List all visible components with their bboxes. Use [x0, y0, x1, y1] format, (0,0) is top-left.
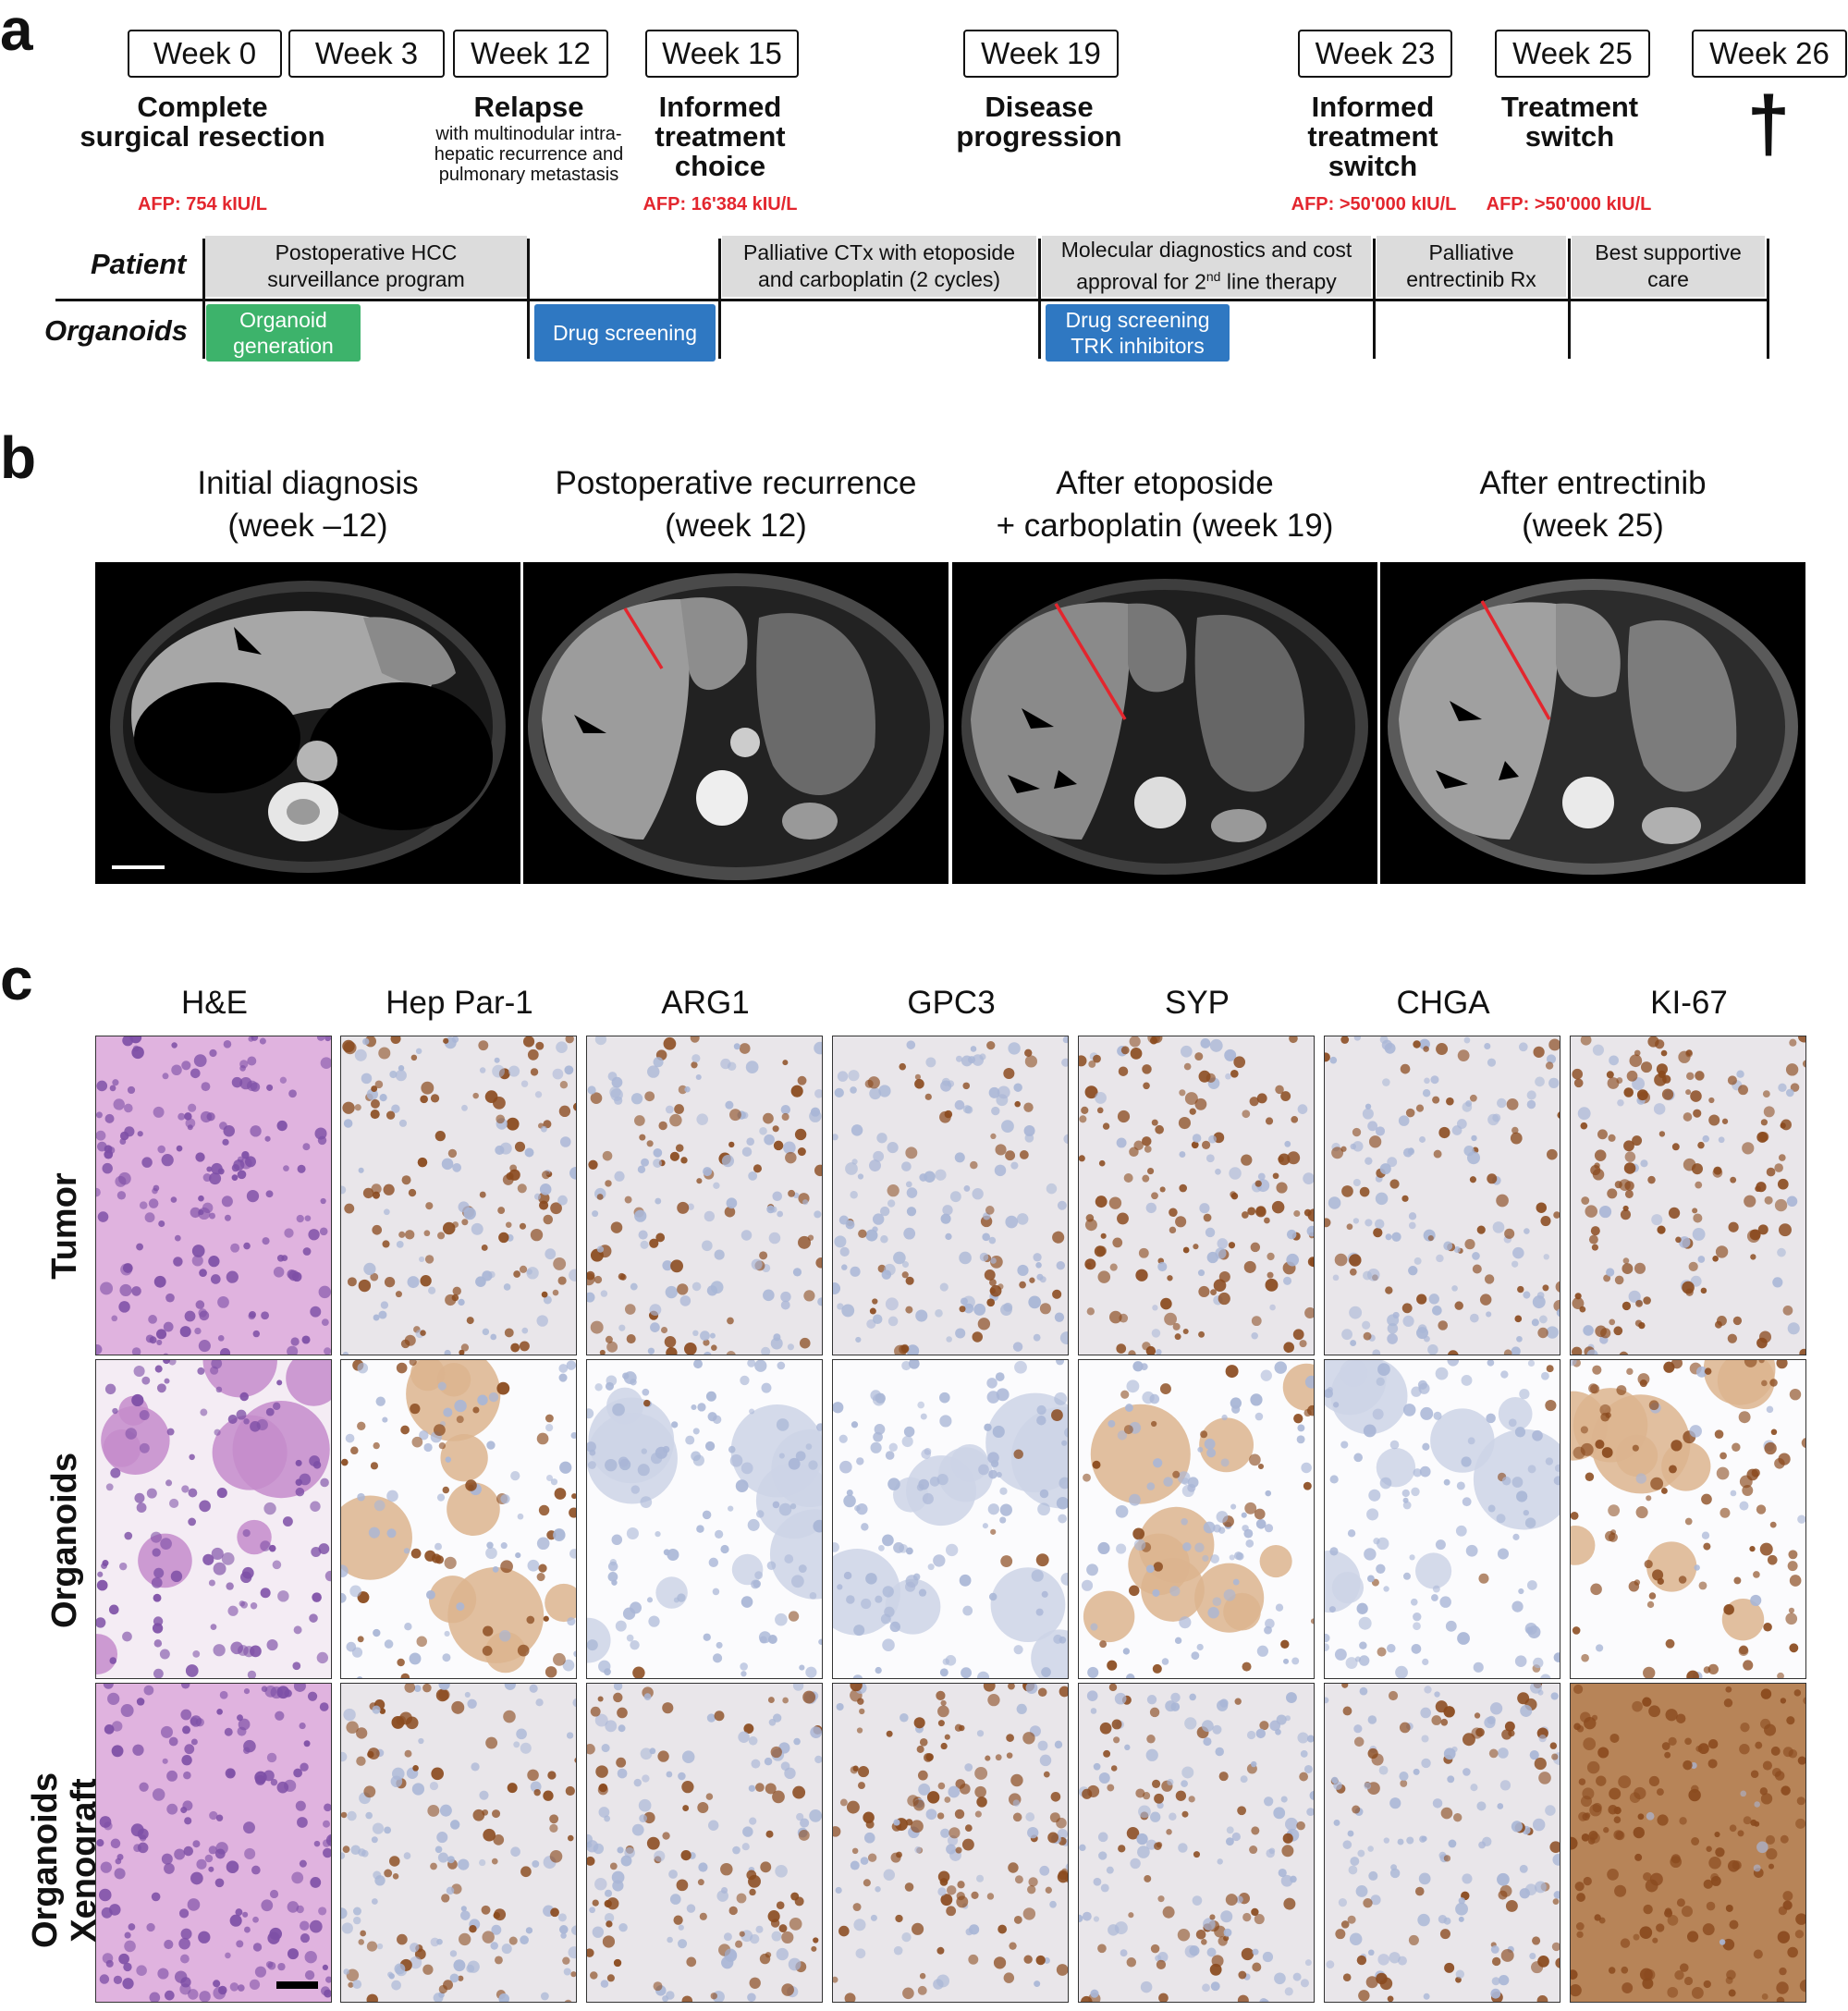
event-relapse-detail: with multinodular intra-hepatic recurren… — [434, 124, 624, 185]
stain-title-gpc3: GPC3 — [907, 985, 996, 1021]
event-resection: Complete surgical resection — [80, 91, 325, 153]
stain-title-arg1: ARG1 — [661, 985, 750, 1021]
organoid-box-generation: Organoid generation — [206, 304, 361, 362]
tile-xenograft-arg1 — [586, 1683, 823, 2003]
lesion-arrowhead-icon — [1054, 770, 1077, 789]
tile-xenograft-gpc3 — [832, 1683, 1069, 2003]
lesion-arrowhead-icon — [1436, 770, 1468, 789]
week-0-box: Week 0 — [128, 30, 282, 78]
tile-organoids-he — [95, 1359, 332, 1679]
week-3-box: Week 3 — [288, 30, 445, 78]
organoid-box-drug-screening: Drug screening — [534, 304, 716, 362]
lesion-arrowhead-icon — [1499, 761, 1519, 780]
patient-box-supportive-care: Best supportive care — [1572, 236, 1765, 297]
ct-scan-recurrence — [523, 562, 948, 884]
tile-xenograft-ki-67 — [1570, 1683, 1806, 2003]
timeline-axis — [55, 299, 1768, 301]
event-informed-switch: Informed treatment switch — [1307, 91, 1438, 182]
stain-title-he: H&E — [181, 985, 248, 1021]
tile-organoids-syp — [1078, 1359, 1315, 1679]
ct-scan-etoposide — [952, 562, 1377, 884]
afp-week25: AFP: >50'000 kIU/L — [1486, 194, 1652, 215]
week-26-box: Week 26 — [1692, 30, 1847, 78]
ct-title-recurrence: Postoperative recurrence (week 12) — [555, 465, 917, 544]
stain-title-syp: SYP — [1164, 985, 1230, 1021]
tile-tumor-chga — [1324, 1036, 1560, 1355]
tile-tumor-syp — [1078, 1036, 1315, 1355]
row-label-patient: Patient — [91, 248, 187, 280]
tumor-measure-line — [1054, 603, 1127, 720]
tile-xenograft-syp — [1078, 1683, 1315, 2003]
tumor-measure-line — [1480, 600, 1551, 720]
tile-organoids-hep-par-1 — [340, 1359, 577, 1679]
patient-box-surveillance: Postoperative HCC surveillance program — [205, 236, 527, 297]
tile-tumor-he — [95, 1036, 332, 1355]
event-relapse: Relapse — [473, 91, 584, 123]
timeline-tick — [1038, 239, 1041, 359]
tile-xenograft-chga — [1324, 1683, 1560, 2003]
panel-a-letter: a — [0, 0, 33, 63]
ct-title-entrectinib: After entrectinib (week 25) — [1479, 465, 1707, 544]
afp-week15: AFP: 16'384 kIU/L — [643, 194, 798, 215]
row-label-organoids-xenograft: Organoids Xenograft — [26, 1772, 104, 1949]
ct-title-etoposide: After etoposide + carboplatin (week 19) — [996, 465, 1334, 544]
patient-box-entrectinib: Palliative entrectinib Rx — [1377, 236, 1566, 297]
week-15-box: Week 15 — [645, 30, 799, 78]
tile-tumor-hep-par-1 — [340, 1036, 577, 1355]
lesion-arrowhead-icon — [1008, 775, 1040, 793]
stain-title-chga: CHGA — [1396, 985, 1490, 1021]
row-label-organoids: Organoids — [45, 1452, 84, 1629]
afp-week23: AFP: >50'000 kIU/L — [1291, 194, 1457, 215]
tile-organoids-arg1 — [586, 1359, 823, 1679]
stain-title-ki-67: KI-67 — [1650, 985, 1728, 1021]
tile-tumor-ki-67 — [1570, 1036, 1806, 1355]
lesion-arrowhead-icon — [1450, 701, 1482, 721]
tile-tumor-arg1 — [586, 1036, 823, 1355]
week-19-box: Week 19 — [963, 30, 1119, 78]
patient-box-molecular: Molecular diagnostics and cost approval f… — [1042, 236, 1371, 297]
tile-organoids-gpc3 — [832, 1359, 1069, 1679]
lesion-arrowhead-icon — [234, 627, 262, 655]
timeline-tick — [527, 239, 530, 359]
lesion-arrowhead-icon — [1022, 708, 1054, 729]
timeline-tick — [1767, 239, 1769, 359]
timeline-tick — [202, 239, 205, 359]
tile-organoids-ki-67 — [1570, 1359, 1806, 1679]
week-25-box: Week 25 — [1495, 30, 1650, 78]
tumor-measure-line — [623, 607, 664, 669]
patient-box-ctx: Palliative CTx with etoposide and carbopl… — [722, 236, 1036, 297]
ct-scan-initial — [95, 562, 520, 884]
death-dagger-icon: † — [1746, 80, 1791, 167]
lesion-arrowhead-icon — [574, 715, 606, 733]
timeline-tick — [718, 239, 721, 359]
row-label-tumor: Tumor — [45, 1172, 84, 1280]
week-23-box: Week 23 — [1298, 30, 1452, 78]
event-progression: Disease progression — [956, 91, 1122, 153]
tile-xenograft-hep-par-1 — [340, 1683, 577, 2003]
tile-xenograft-he — [95, 1683, 332, 2003]
timeline-tick — [1373, 239, 1376, 359]
organoid-box-trk-screening: Drug screening TRK inhibitors — [1046, 304, 1230, 362]
panel-c-letter: c — [0, 946, 33, 1012]
event-treatment-switch: Treatment switch — [1500, 91, 1639, 153]
afp-week0: AFP: 754 kIU/L — [137, 194, 268, 215]
tile-tumor-gpc3 — [832, 1036, 1069, 1355]
panel-b-letter: b — [0, 424, 37, 491]
ct-scan-entrectinib — [1380, 562, 1805, 884]
event-informed-choice: Informed treatment choice — [655, 91, 786, 182]
row-label-organoids: Organoids — [44, 314, 189, 347]
timeline-tick — [1568, 239, 1571, 359]
stain-title-hep-par-1: Hep Par-1 — [386, 985, 533, 1021]
tile-organoids-chga — [1324, 1359, 1560, 1679]
week-12-box: Week 12 — [453, 30, 608, 78]
ct-title-initial: Initial diagnosis (week –12) — [197, 465, 419, 544]
